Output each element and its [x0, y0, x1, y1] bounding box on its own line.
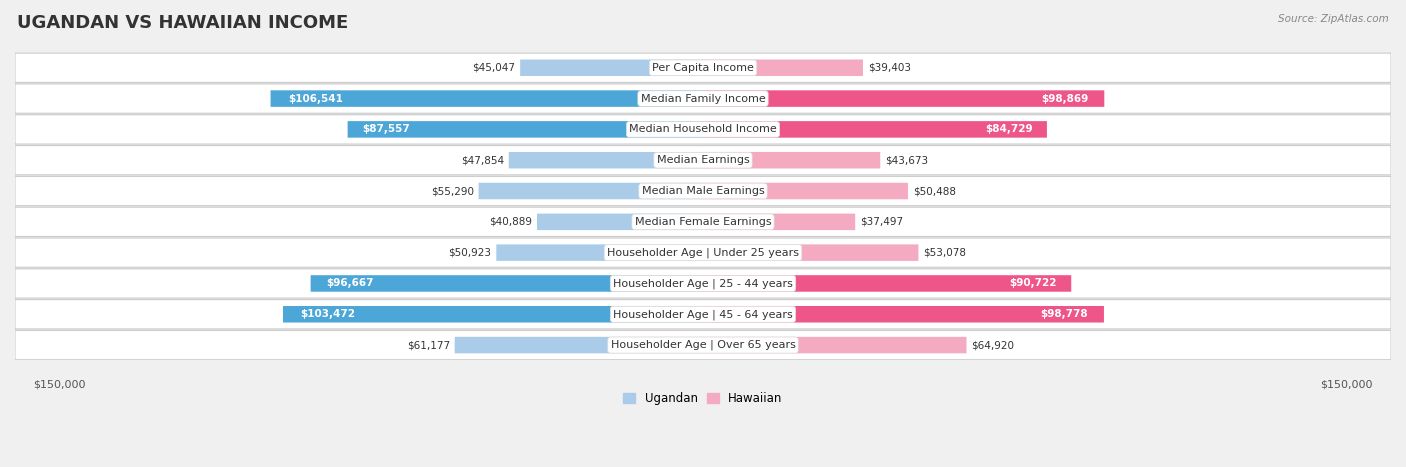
- Text: $50,488: $50,488: [912, 186, 956, 196]
- Text: $87,557: $87,557: [361, 124, 409, 134]
- FancyBboxPatch shape: [15, 207, 1391, 236]
- Text: $150,000: $150,000: [1320, 380, 1372, 389]
- Text: $61,177: $61,177: [406, 340, 450, 350]
- Text: $40,889: $40,889: [489, 217, 531, 227]
- Text: Householder Age | Over 65 years: Householder Age | Over 65 years: [610, 340, 796, 350]
- Text: Householder Age | 45 - 64 years: Householder Age | 45 - 64 years: [613, 309, 793, 319]
- FancyBboxPatch shape: [703, 306, 1104, 323]
- FancyBboxPatch shape: [703, 337, 966, 354]
- FancyBboxPatch shape: [703, 90, 1104, 107]
- FancyBboxPatch shape: [703, 183, 908, 199]
- FancyBboxPatch shape: [454, 337, 703, 354]
- FancyBboxPatch shape: [496, 244, 703, 261]
- Text: $37,497: $37,497: [860, 217, 903, 227]
- FancyBboxPatch shape: [15, 331, 1391, 360]
- Text: $55,290: $55,290: [430, 186, 474, 196]
- FancyBboxPatch shape: [703, 59, 863, 76]
- FancyBboxPatch shape: [703, 121, 1047, 138]
- Text: $47,854: $47,854: [461, 155, 503, 165]
- Text: $150,000: $150,000: [34, 380, 86, 389]
- Text: $84,729: $84,729: [986, 124, 1033, 134]
- Text: Householder Age | 25 - 44 years: Householder Age | 25 - 44 years: [613, 278, 793, 289]
- FancyBboxPatch shape: [15, 115, 1391, 144]
- FancyBboxPatch shape: [537, 213, 703, 230]
- Text: Householder Age | Under 25 years: Householder Age | Under 25 years: [607, 248, 799, 258]
- Text: Median Male Earnings: Median Male Earnings: [641, 186, 765, 196]
- FancyBboxPatch shape: [15, 53, 1391, 82]
- Text: $39,403: $39,403: [868, 63, 911, 73]
- Text: $90,722: $90,722: [1010, 278, 1056, 289]
- Text: $50,923: $50,923: [449, 248, 492, 258]
- Text: UGANDAN VS HAWAIIAN INCOME: UGANDAN VS HAWAIIAN INCOME: [17, 14, 349, 32]
- Text: $64,920: $64,920: [972, 340, 1014, 350]
- FancyBboxPatch shape: [311, 275, 703, 292]
- FancyBboxPatch shape: [509, 152, 703, 169]
- Text: $103,472: $103,472: [299, 309, 354, 319]
- Text: Median Household Income: Median Household Income: [628, 124, 778, 134]
- Text: Median Family Income: Median Family Income: [641, 93, 765, 104]
- FancyBboxPatch shape: [15, 84, 1391, 113]
- FancyBboxPatch shape: [347, 121, 703, 138]
- Text: Source: ZipAtlas.com: Source: ZipAtlas.com: [1278, 14, 1389, 24]
- FancyBboxPatch shape: [703, 244, 918, 261]
- Text: $106,541: $106,541: [288, 93, 343, 104]
- FancyBboxPatch shape: [478, 183, 703, 199]
- Text: Median Female Earnings: Median Female Earnings: [634, 217, 772, 227]
- FancyBboxPatch shape: [703, 213, 855, 230]
- FancyBboxPatch shape: [15, 177, 1391, 205]
- FancyBboxPatch shape: [15, 269, 1391, 298]
- FancyBboxPatch shape: [15, 300, 1391, 329]
- FancyBboxPatch shape: [703, 275, 1071, 292]
- Text: $53,078: $53,078: [924, 248, 966, 258]
- FancyBboxPatch shape: [270, 90, 703, 107]
- FancyBboxPatch shape: [703, 152, 880, 169]
- Text: $96,667: $96,667: [326, 278, 374, 289]
- FancyBboxPatch shape: [520, 59, 703, 76]
- Text: $98,869: $98,869: [1040, 93, 1088, 104]
- FancyBboxPatch shape: [15, 238, 1391, 267]
- Text: $43,673: $43,673: [886, 155, 928, 165]
- FancyBboxPatch shape: [283, 306, 703, 323]
- Legend: Ugandan, Hawaiian: Ugandan, Hawaiian: [619, 388, 787, 410]
- FancyBboxPatch shape: [15, 146, 1391, 175]
- Text: $45,047: $45,047: [472, 63, 515, 73]
- Text: Per Capita Income: Per Capita Income: [652, 63, 754, 73]
- Text: Median Earnings: Median Earnings: [657, 155, 749, 165]
- Text: $98,778: $98,778: [1040, 309, 1088, 319]
